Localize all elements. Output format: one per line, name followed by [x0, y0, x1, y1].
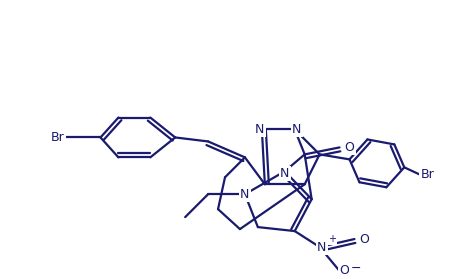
Text: O: O — [340, 264, 349, 277]
Text: N: N — [240, 188, 250, 201]
Text: O: O — [360, 232, 369, 246]
Text: O: O — [345, 141, 354, 154]
Text: N: N — [280, 167, 289, 180]
Text: N: N — [292, 123, 301, 136]
Text: Br: Br — [420, 168, 434, 181]
Text: +: + — [328, 234, 336, 244]
Text: Br: Br — [51, 131, 64, 144]
Text: N: N — [255, 123, 265, 136]
Text: −: − — [350, 261, 361, 275]
Text: N: N — [317, 240, 326, 254]
